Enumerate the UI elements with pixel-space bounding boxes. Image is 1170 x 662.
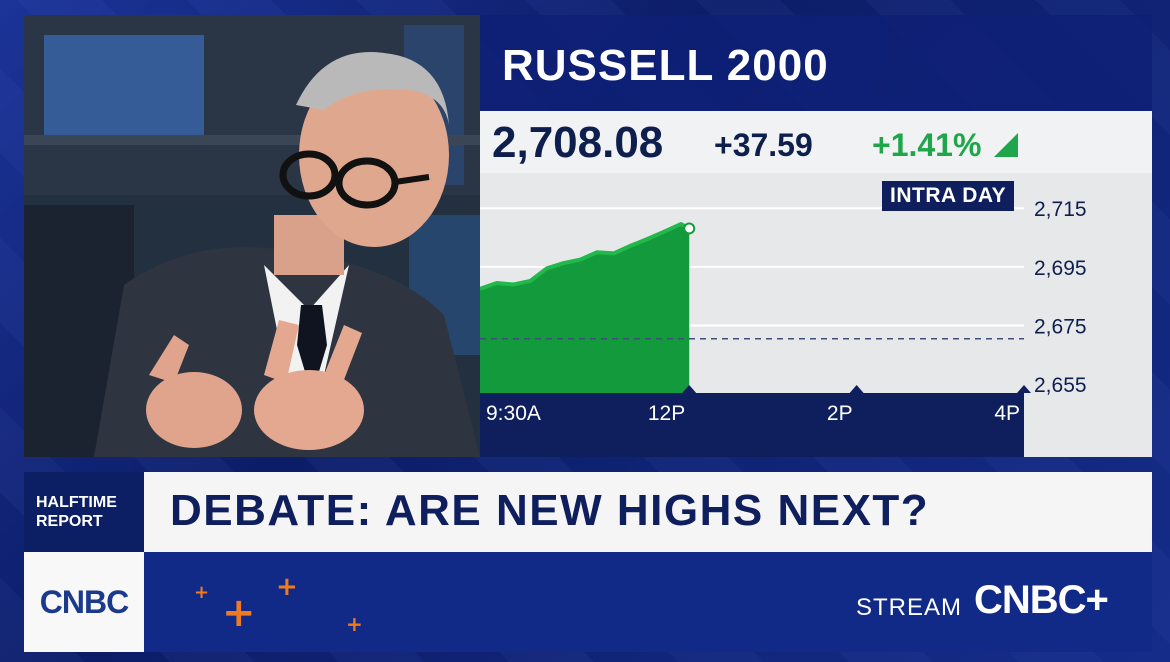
y-tick-label: 2,695 [1034,257,1087,280]
x-axis-bar [480,393,1024,457]
price-line [480,222,691,291]
headline-box: DEBATE: ARE NEW HIGHS NEXT? [144,472,1152,552]
quote-bar: 2,708.08 +37.59 +1.41% [480,111,1152,173]
intraday-chart: 2,715 2,695 2,675 2,655 9:30A 12P 2P 4P [480,173,1152,457]
area-fill [480,224,690,393]
cnbc-plus-logo: CNBC+ [974,578,1109,622]
x-tick-label: 2P [827,402,853,425]
chart-panel: RUSSELL 2000 2,708.08 +37.59 +1.41% 2,71… [480,15,1152,457]
chart-title: RUSSELL 2000 [502,41,829,90]
last-price-marker [683,222,696,235]
bottom-bar: CNBC + + + + STREAM CNBC+ [24,552,1152,652]
index-price: 2,708.08 [492,118,664,167]
index-change: +37.59 [714,127,813,163]
plus-icon: + [276,572,298,602]
intraday-badge: INTRA DAY [882,181,1015,211]
show-label-line1: HALFTIME [36,494,117,511]
x-tick-notch [682,385,697,393]
x-tick-label: 4P [994,402,1020,425]
stream-label: STREAM [856,594,963,621]
headline: DEBATE: ARE NEW HIGHS NEXT? [170,486,930,535]
x-tick-label: 12P [648,402,685,425]
show-label-line2: REPORT [36,513,103,530]
plus-icon: + [194,582,210,603]
y-tick-label: 2,675 [1034,316,1087,339]
plus-icon: + [346,612,363,636]
x-tick-notch [1017,385,1031,393]
x-tick-label: 9:30A [486,402,541,425]
y-tick-label: 2,715 [1034,198,1087,221]
y-tick-label: 2,655 [1034,374,1087,397]
chart-title-bar: RUSSELL 2000 [480,15,1152,111]
video-feed [24,15,480,457]
trend-up-icon [994,133,1018,157]
cnbc-logo-box: CNBC [24,552,144,652]
x-tick-notch [849,385,864,393]
lower-third: HALFTIME REPORT DEBATE: ARE NEW HIGHS NE… [24,472,1152,552]
cnbc-logo: CNBC [39,583,129,620]
plus-icon: + [222,590,256,636]
y-axis-background [1024,173,1152,457]
show-label: HALFTIME REPORT [24,472,144,552]
index-percent-change: +1.41% [872,127,982,163]
